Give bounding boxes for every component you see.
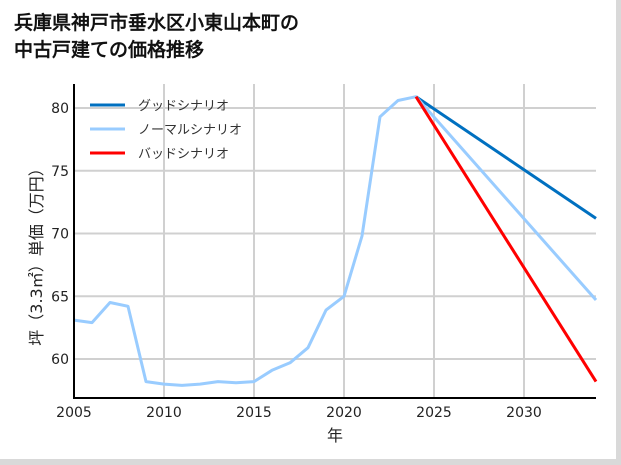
legend-label-0: グッドシナリオ xyxy=(138,99,229,114)
chart-title-line2: 中古戸建ての価格推移 xyxy=(14,39,205,61)
x-tick-label: 2010 xyxy=(146,405,182,421)
y-axis-label: 坪（3.3㎡）単価（万円） xyxy=(27,160,46,345)
x-tick-label: 2025 xyxy=(416,405,452,421)
x-tick-label: 2030 xyxy=(506,405,542,421)
y-tick-label: 80 xyxy=(51,101,69,117)
x-axis-label: 年 xyxy=(327,426,343,445)
legend-label-2: バッドシナリオ xyxy=(138,147,229,162)
x-tick-label: 2020 xyxy=(326,405,362,421)
series-line-2 xyxy=(414,95,598,383)
legend-label-1: ノーマルシナリオ xyxy=(138,123,242,138)
series-line-1 xyxy=(73,95,598,387)
series-line-0 xyxy=(415,95,597,220)
y-tick-label: 75 xyxy=(51,164,69,180)
chart-title: 兵庫県神戸市垂水区小東山本町の 中古戸建ての価格推移 xyxy=(14,10,299,64)
x-tick-label: 2015 xyxy=(236,405,272,421)
y-tick-label: 70 xyxy=(51,227,69,243)
chart-title-line1: 兵庫県神戸市垂水区小東山本町の xyxy=(14,12,300,34)
y-tick-label: 60 xyxy=(51,352,69,368)
x-tick-label: 2005 xyxy=(56,405,92,421)
y-tick-label: 65 xyxy=(51,289,69,305)
